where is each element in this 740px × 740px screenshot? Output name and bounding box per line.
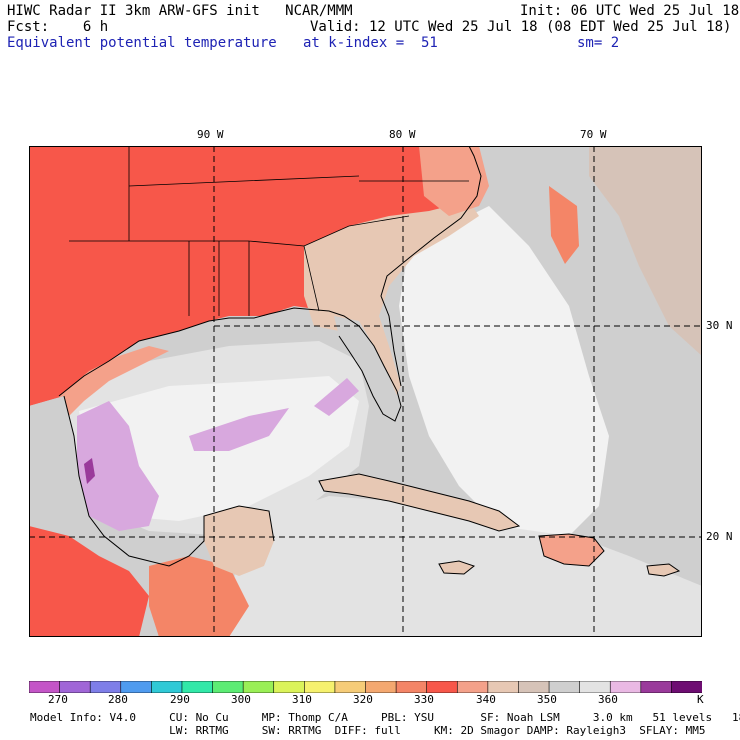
- jamaica-tan: [439, 561, 474, 574]
- colorbar-swatch: [273, 681, 306, 693]
- us-southeast-tan: [304, 201, 479, 406]
- colorbar-label: 290: [170, 693, 190, 706]
- gulf-coastline: [58, 307, 402, 422]
- gulf-lavender-east: [314, 378, 359, 416]
- lon-label-80w: 80 W: [389, 128, 416, 141]
- cuba-tan: [319, 474, 519, 531]
- colorbar-swatch: [304, 681, 336, 693]
- colorbar-swatch: [89, 681, 122, 693]
- lon-label-70w: 70 W: [580, 128, 607, 141]
- lon-label-90w: 90 W: [197, 128, 224, 141]
- field-name: Equivalent potential temperature: [7, 35, 277, 51]
- us-land-hot: [29, 146, 481, 406]
- lat-lon-grid: [29, 146, 702, 637]
- smoothing-info: sm= 2: [577, 35, 620, 51]
- colorbar-swatch: [579, 681, 612, 693]
- colorbar-swatch: [120, 681, 153, 693]
- valid-time: Valid: 12 UTC Wed 25 Jul 18 (08 EDT Wed …: [310, 19, 732, 35]
- mexico-south-warm: [149, 556, 249, 637]
- colorbar-swatch: [426, 681, 459, 693]
- colorbar-swatch: [29, 681, 61, 693]
- colorbar-swatch: [671, 681, 702, 693]
- level-info: at k-index = 51: [303, 35, 438, 51]
- colorbar-label: 310: [292, 693, 312, 706]
- mexico-southwest-hot: [29, 526, 149, 637]
- gulf-purple-spot: [84, 458, 95, 484]
- colorbar-swatch: [395, 681, 428, 693]
- gulf-coast-salmon: [59, 346, 169, 416]
- colorbar-label: 340: [476, 693, 496, 706]
- colorbar-label: 360: [598, 693, 618, 706]
- colorbar-label: 270: [48, 693, 68, 706]
- forecast-hour: Fcst: 6 h: [7, 19, 109, 35]
- puerto-rico-outline: [646, 563, 681, 577]
- colorbar-swatch: [487, 681, 520, 693]
- colorbar-label: 300: [231, 693, 251, 706]
- header-title: HIWC Radar II 3km ARW-GFS init NCAR/MMM: [7, 3, 353, 19]
- model-info-line2: LW: RRTMG SW: RRTMG DIFF: full KM: 2D Sm…: [30, 724, 706, 737]
- colorbar-swatch: [212, 681, 244, 693]
- yucatan-tan: [204, 506, 274, 576]
- atlantic-warm-patch: [549, 186, 579, 264]
- colorbar-swatch: [334, 681, 367, 693]
- atlantic-taupe-region: [589, 146, 702, 356]
- florida-peninsula: [334, 316, 401, 421]
- state-borders: [69, 146, 469, 316]
- colorbar-label: 350: [537, 693, 557, 706]
- atlantic-coastline: [380, 146, 482, 387]
- colorbar-swatch: [59, 681, 91, 693]
- lat-label-20n: 20 N: [706, 530, 733, 543]
- map-panel: [29, 146, 702, 637]
- model-info-line1: Model Info: V4.0 CU: No Cu MP: Thomp C/A…: [30, 711, 740, 724]
- gulf-lavender-region: [77, 401, 159, 531]
- hispaniola-outline: [538, 533, 605, 567]
- init-time: Init: 06 UTC Wed 25 Jul 18: [520, 3, 740, 19]
- cuba-outline: [318, 473, 521, 532]
- mexico-coastline: [63, 395, 275, 567]
- colorbar: [29, 681, 702, 693]
- colorbar-swatch: [181, 681, 214, 693]
- colorbar-swatch: [365, 681, 397, 693]
- colorbar-swatch: [242, 681, 275, 693]
- puerto-rico-tan: [647, 564, 679, 576]
- lat-label-30n: 30 N: [706, 319, 733, 332]
- colorbar-swatch: [548, 681, 581, 693]
- colorbar-swatch: [518, 681, 550, 693]
- colorbar-unit: K: [697, 693, 704, 706]
- colorbar-swatch: [456, 681, 489, 693]
- hispaniola-salmon: [539, 534, 604, 566]
- colorbar-label: 280: [108, 693, 128, 706]
- colorbar-swatch: [609, 681, 642, 693]
- colorbar-swatch: [640, 681, 673, 693]
- jamaica-outline: [438, 560, 476, 575]
- colorbar-label: 320: [353, 693, 373, 706]
- atlantic-white-region: [399, 206, 609, 536]
- colorbar-label: 330: [414, 693, 434, 706]
- colorbar-swatch: [151, 681, 183, 693]
